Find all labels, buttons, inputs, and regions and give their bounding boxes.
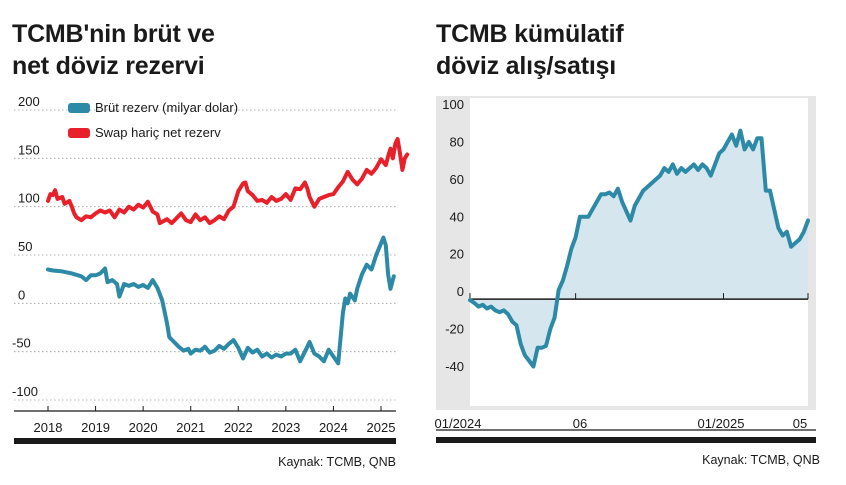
x-tick-label: 2021: [176, 420, 205, 435]
reserve-chart-source: Kaynak: TCMB, QNB: [278, 455, 396, 469]
x-tick-label: 2019: [81, 420, 110, 435]
reserve-chart-title-line2: net döviz rezervi: [12, 52, 205, 80]
gross-reserve-line: [46, 235, 396, 366]
y-tick-label: 60: [450, 172, 464, 187]
y-tick-label: -40: [445, 359, 464, 374]
x-tick-label: 01/2025: [698, 416, 745, 431]
legend-label: Swap hariç net rezerv: [95, 125, 221, 140]
x-tick-label: 01/2024: [435, 416, 482, 431]
fx-trade-chart-source: Kaynak: TCMB, QNB: [702, 453, 820, 467]
y-tick-label: 0: [457, 284, 464, 299]
bottom-bar: [14, 438, 396, 444]
fx-trade-chart-title: TCMB kümülatif döviz alış/satışı: [436, 18, 624, 82]
y-tick-label: 200: [18, 94, 40, 109]
legend-swatch: [68, 128, 90, 138]
y-tick-label: 40: [450, 209, 464, 224]
x-tick-label: 2022: [224, 420, 253, 435]
y-tick-label: -50: [12, 336, 31, 351]
reserve-chart-title-line1: TCMB'nin brüt ve: [12, 20, 215, 48]
reserve-chart-panel: TCMB'nin brüt ve net döviz rezervi -100-…: [0, 0, 410, 485]
y-tick-label: 20: [450, 247, 464, 262]
net-reserve-line: [46, 137, 410, 226]
fx-trade-chart-svg: -40 -20 0 20 40 60 80 100 01/2024 06 01/2025 05: [435, 96, 816, 443]
x-tick-label: 06: [573, 416, 587, 431]
bottom-bar: [436, 437, 816, 443]
legend-swatch: [68, 103, 90, 113]
legend-label: Brüt rezerv (milyar dolar): [95, 100, 238, 115]
y-tick-label: 0: [18, 287, 25, 302]
y-tick-label: 80: [450, 134, 464, 149]
x-tick-label: 2018: [34, 420, 63, 435]
fx-trade-chart-title-line2: döviz alış/satışı: [436, 52, 617, 80]
y-tick-label: 150: [18, 142, 40, 157]
y-tick-label: 100: [442, 97, 464, 112]
x-tick-label: 2023: [271, 420, 300, 435]
fx-trade-chart-panel: TCMB kümülatif döviz alış/satışı -40 -20 0…: [428, 0, 846, 485]
x-tick-label: 05: [793, 416, 807, 431]
y-tick-label: -100: [12, 384, 38, 399]
x-tick-label: 2020: [129, 420, 158, 435]
reserve-chart-svg: -100 -50 0 50 100 150 200 2018 2019 2020 2021 2022 2…: [12, 94, 410, 444]
y-tick-label: 100: [18, 191, 40, 206]
reserve-chart-title: TCMB'nin brüt ve net döviz rezervi: [12, 18, 215, 82]
fx-trade-chart-title-line1: TCMB kümülatif: [436, 20, 624, 48]
y-tick-label: 50: [18, 239, 32, 254]
x-tick-label: 2025: [367, 420, 396, 435]
y-tick-label: -20: [445, 322, 464, 337]
x-tick-label: 2024: [319, 420, 348, 435]
cumulative-line: [468, 128, 810, 369]
